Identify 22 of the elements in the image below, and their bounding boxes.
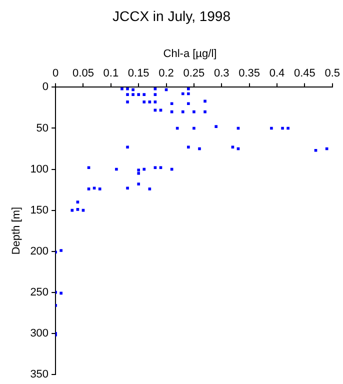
x-tick-label: 0.2 [158, 68, 174, 80]
x-tick-label: 0.25 [183, 68, 205, 80]
y-axis-title: Depth [m] [10, 206, 23, 255]
chart-title: JCCX in July, 1998 [111, 8, 232, 24]
x-axis-title: Chl-a [µg/l] [162, 48, 218, 60]
y-tick-label: 250 [30, 286, 49, 298]
x-tick-label: 0.15 [128, 68, 150, 80]
x-tick-label: 0.3 [214, 68, 230, 80]
y-tick-label: 350 [30, 368, 49, 380]
x-tick-label: 0 [52, 68, 59, 80]
x-tick-label: 0.4 [269, 68, 285, 80]
y-tick-label: 150 [30, 204, 49, 216]
y-tick-label: 0 [42, 81, 49, 94]
x-tick-label: 0.45 [294, 68, 316, 80]
y-tick-label: 50 [36, 122, 49, 134]
x-tick-label: 0.1 [103, 68, 119, 80]
y-tick-label: 300 [30, 327, 49, 340]
y-tick-label: 200 [30, 245, 49, 258]
x-tick-label: 0.35 [238, 68, 260, 80]
x-tick-label: 0.5 [324, 68, 340, 80]
x-tick-label: 0.05 [72, 68, 94, 80]
y-tick-label: 100 [30, 163, 49, 176]
